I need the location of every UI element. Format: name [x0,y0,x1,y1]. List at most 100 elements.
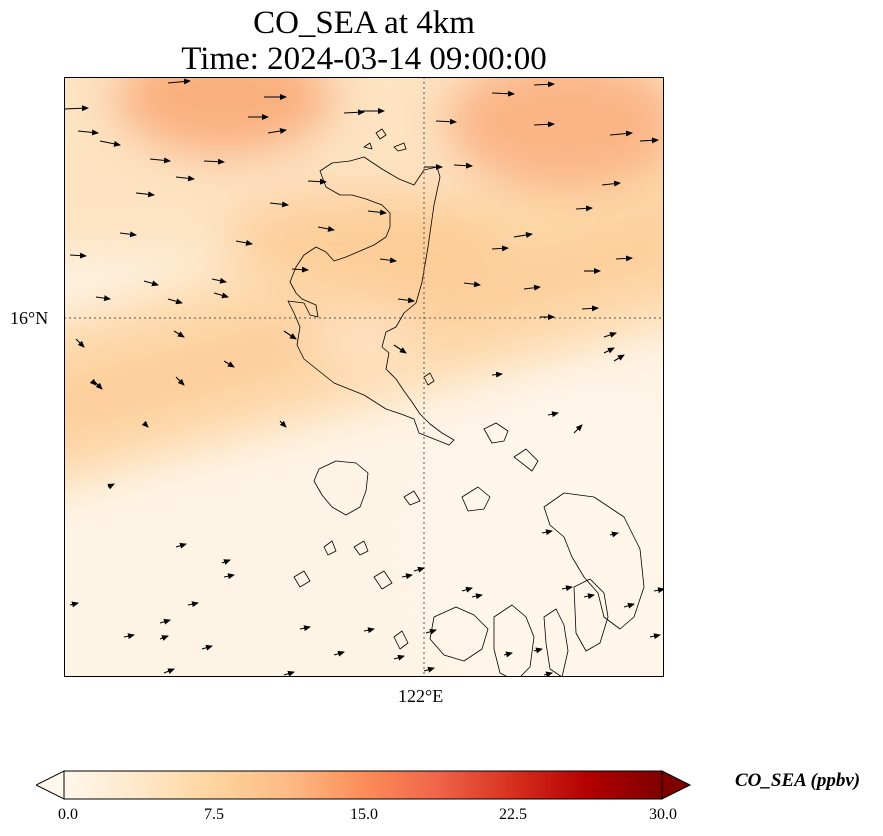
wind-arrow [95,295,111,302]
wind-arrow [471,593,483,600]
wind-arrow [425,628,437,635]
wind-arrow [149,157,171,164]
wind-arrow [615,255,633,262]
lat-tick-label: 16°N [10,308,49,328]
colorbar-tick-label: 22.5 [499,806,527,823]
wind-arrow [533,81,555,88]
bicol-islands [461,422,539,512]
wind-arrow [363,627,375,634]
colorbar-extend-high [661,770,692,800]
colorbar [36,770,692,800]
wind-arrow [513,232,533,238]
mindoro-coastline [313,460,369,516]
wind-arrow [343,109,365,116]
wind-arrow [283,670,295,677]
wind-arrow [159,635,169,641]
wind-arrow [463,281,481,288]
wind-arrow [235,239,253,246]
luzon-coastline [287,156,455,446]
wind-arrow [77,129,99,136]
wind-arrow [575,205,593,212]
field-secondary-peak [224,192,504,282]
colorbar-tick-label: 7.5 [204,806,224,823]
wind-arrow [143,280,159,287]
wind-vectors [64,78,664,677]
wind-arrow [491,90,515,97]
wind-arrow [175,376,185,386]
field-peak-upper-right [444,77,664,192]
wind-arrow [613,354,625,362]
wind-arrow [203,158,225,165]
wind-arrow [573,424,583,434]
wind-arrow [603,347,615,354]
wind-arrow [393,344,407,354]
negros-coastline [493,604,535,677]
wind-arrow [211,277,227,284]
samar-coastline [543,492,645,630]
wind-arrow [167,298,183,305]
wind-arrow [561,585,573,592]
wind-arrow [423,666,435,673]
cebu-coastline [543,608,569,677]
wind-arrow [541,529,553,536]
wind-arrow [267,128,287,134]
colorbar-extend-low [36,770,65,800]
wind-arrow [583,593,595,600]
wind-arrow [603,332,617,338]
colorbar-gradient [63,770,663,800]
wind-arrow [379,257,397,264]
wind-arrow [609,130,633,137]
wind-arrow [413,566,425,573]
wind-arrow [141,420,149,428]
wind-arrow [503,651,513,658]
colorbar-tick-label: 15.0 [350,806,378,823]
colorbar-tick-label: 30.0 [649,806,677,823]
wind-arrow [491,371,503,378]
colorbar-tick-label: 0.0 [58,806,78,823]
wind-arrow [397,297,415,304]
chart-subtitle: Time: 2024-03-14 09:00:00 [181,41,547,77]
wind-arrow [543,671,553,677]
northern-islands [363,128,407,152]
wind-arrow [299,625,311,632]
colorbar-label: CO_SEA (ppbv) [735,770,861,791]
small-islands [293,372,435,650]
wind-arrow [653,587,664,594]
wind-arrow [401,573,413,580]
wind-arrow [533,647,543,654]
wind-arrow [201,644,213,651]
wind-arrow [163,668,175,675]
lon-tick-label: 122°E [398,686,444,706]
wind-arrow [69,601,79,608]
wind-arrow [269,201,289,208]
wind-arrow [367,209,387,216]
leyte-coastline [573,578,609,652]
wind-arrow [223,360,235,368]
wind-arrow [461,586,473,593]
wind-arrow [119,231,137,238]
wind-arrow [187,601,199,608]
wind-arrow [601,180,621,187]
wind-arrow [167,78,191,85]
wind-arrow [291,266,309,273]
wind-arrow [317,225,335,232]
wind-arrow [283,330,297,340]
wind-arrow [175,175,195,182]
chart-title: CO_SEA at 4km [253,5,475,41]
wind-arrow [175,542,187,549]
wind-arrow [435,118,457,125]
wind-arrow [609,531,619,538]
wind-arrow [159,618,171,625]
co-field [64,77,664,677]
wind-arrow [279,420,287,428]
wind-arrow [649,633,661,640]
map-plot [64,77,664,677]
wind-arrow [64,105,89,112]
wind-arrow [533,121,555,128]
panay-coastline [429,606,489,662]
wind-arrow [69,252,87,259]
wind-arrow [491,245,509,252]
wind-arrow [213,292,229,299]
wind-arrow [223,573,235,580]
wind-arrow [547,411,559,418]
